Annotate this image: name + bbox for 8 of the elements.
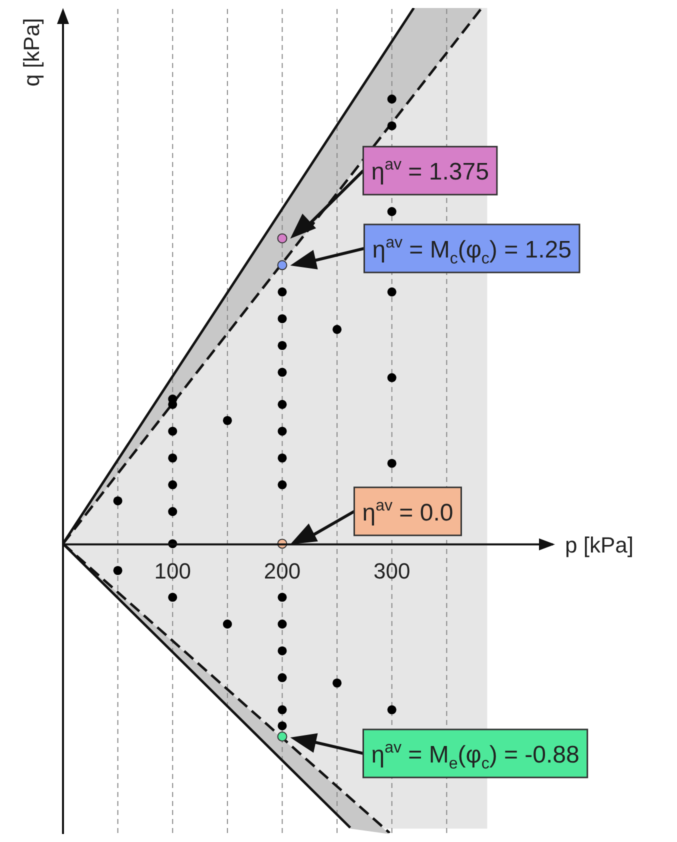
x-axis-title: p [kPa] bbox=[565, 532, 634, 558]
annotation: η$^{av}$ = M$_{e}$(φ$_{c}$) = -0.88 bbox=[371, 739, 580, 772]
annotation: η$^{av}$ = 1.375 bbox=[371, 156, 489, 186]
x-tick-label: 200 bbox=[264, 558, 301, 584]
x-tick-label: 300 bbox=[374, 558, 410, 584]
x-tick-label: 100 bbox=[154, 558, 191, 584]
y-axis-title: q [kPa] bbox=[19, 18, 44, 86]
annotation: η$^{av}$ = 0.0 bbox=[362, 497, 454, 526]
